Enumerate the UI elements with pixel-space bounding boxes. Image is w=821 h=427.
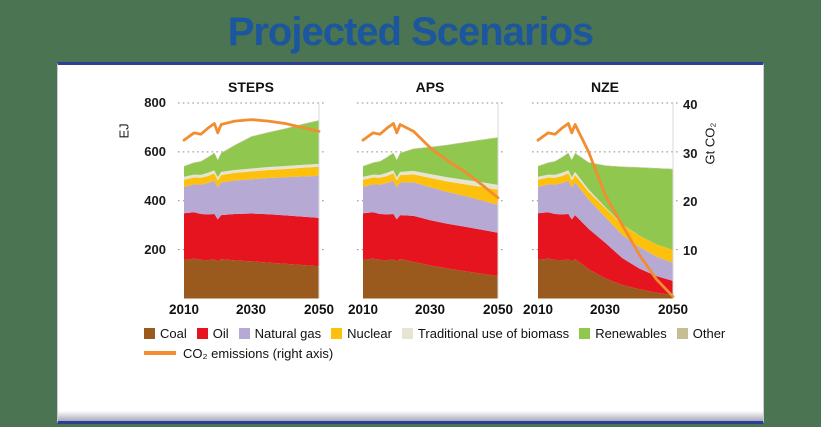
legend-label-natural_gas: Natural gas bbox=[254, 325, 322, 341]
right-axis-tick: 20 bbox=[683, 194, 698, 209]
right-axis-tick: 40 bbox=[683, 97, 698, 112]
steps-chart-plot bbox=[178, 102, 325, 299]
x-tick: 2050 bbox=[482, 302, 514, 317]
x-tick: 2030 bbox=[235, 302, 267, 317]
legend-label-renewables: Renewables bbox=[595, 325, 667, 341]
co2-line-icon bbox=[144, 351, 176, 355]
biomass-swatch-icon bbox=[401, 327, 413, 339]
other-swatch-icon bbox=[676, 327, 688, 339]
left-axis-tick: 800 bbox=[144, 95, 166, 110]
nuclear-swatch-icon bbox=[331, 327, 343, 339]
right-axis-tick: 10 bbox=[683, 243, 698, 258]
right-axis-tick: 30 bbox=[683, 146, 698, 161]
legend-item-co2: CO₂ emissions (right axis) bbox=[144, 346, 333, 361]
legend-item-coal: Coal bbox=[144, 326, 187, 341]
panel-bottom-bevel bbox=[58, 411, 763, 421]
x-tick: 2010 bbox=[522, 302, 554, 317]
natural_gas-swatch-icon bbox=[238, 327, 250, 339]
legend-label-biomass: Traditional use of biomass bbox=[417, 325, 570, 341]
legend-label-nuclear: Nuclear bbox=[347, 325, 392, 341]
x-tick: 2030 bbox=[589, 302, 621, 317]
legend-item-nuclear: Nuclear bbox=[331, 326, 392, 341]
left-axis-tick: 200 bbox=[144, 242, 166, 257]
x-tick: 2010 bbox=[168, 302, 200, 317]
legend-item-other: Other bbox=[676, 325, 726, 341]
page-title: Projected Scenarios bbox=[227, 10, 595, 54]
renewables-swatch-icon bbox=[579, 327, 591, 339]
legend-label-other: Other bbox=[692, 325, 726, 341]
legend-item-renewables: Renewables bbox=[579, 326, 667, 341]
left-axis-tick: 400 bbox=[144, 193, 166, 208]
legend-row-co2: CO₂ emissions (right axis) bbox=[144, 345, 760, 361]
coal-swatch-icon bbox=[144, 327, 155, 339]
aps-chart-plot bbox=[357, 102, 504, 299]
chart-panel: EJ 800 600 400 200 Gt CO₂ 40 30 20 10 ST… bbox=[57, 62, 764, 424]
legend-label-co2: CO₂ emissions (right axis) bbox=[183, 345, 334, 361]
legend-row-fuels: Coal Oil Natural gas Nuclear Traditional use… bbox=[144, 325, 760, 341]
x-tick: 2010 bbox=[347, 302, 379, 317]
oil-swatch-icon bbox=[196, 327, 208, 339]
chart-title-aps: APS bbox=[415, 79, 445, 95]
chart-title-steps: STEPS bbox=[228, 79, 274, 95]
left-axis-title: EJ bbox=[116, 123, 132, 139]
x-tick: 2050 bbox=[303, 302, 335, 317]
legend-item-oil: Oil bbox=[196, 325, 229, 341]
legend-label-coal: Coal bbox=[160, 325, 187, 341]
chart-title-nze: NZE bbox=[591, 79, 619, 95]
left-axis-tick: 600 bbox=[144, 144, 166, 159]
legend-label-oil: Oil bbox=[212, 325, 229, 341]
nze-chart-plot bbox=[532, 102, 679, 299]
x-tick: 2050 bbox=[657, 302, 689, 317]
legend: Coal Oil Natural gas Nuclear Traditional use… bbox=[144, 325, 760, 361]
legend-item-biomass: Traditional use of biomass bbox=[401, 325, 570, 341]
legend-item-natural_gas: Natural gas bbox=[238, 325, 322, 341]
x-tick: 2030 bbox=[414, 302, 446, 317]
